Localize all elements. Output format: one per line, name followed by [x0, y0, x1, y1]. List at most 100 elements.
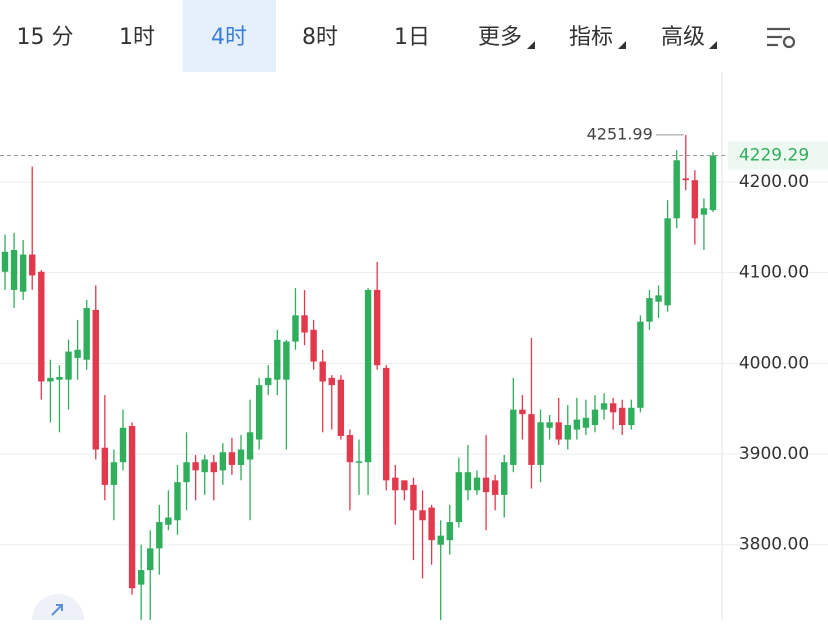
- tab[interactable]: 指标: [569, 25, 613, 50]
- plot-area: 3800.00 3900.00 4000.00 4100.00 4200.00 4251.…: [0, 124, 828, 620]
- candle-body: [346, 435, 354, 463]
- candle-body: [38, 271, 45, 382]
- candle-body: [174, 482, 181, 521]
- tab[interactable]: 高级: [661, 25, 705, 50]
- max-label: 4251.99: [587, 124, 653, 143]
- candle-body: [165, 517, 172, 525]
- tab[interactable]: 8时: [302, 25, 338, 50]
- tab[interactable]: 1日: [394, 25, 430, 50]
- candle-body: [637, 321, 644, 408]
- tab[interactable]: 1时: [119, 25, 155, 50]
- candle-body: [128, 425, 136, 589]
- candle-body: [609, 403, 617, 413]
- candle-body: [137, 570, 145, 585]
- candle-body: [147, 548, 154, 571]
- y-tick-label: 4000.00: [739, 353, 809, 373]
- candle-body: [319, 361, 326, 382]
- candle-body: [673, 160, 680, 219]
- candle-body: [482, 477, 490, 493]
- candle-body: [1, 251, 9, 272]
- candle-body: [501, 462, 508, 495]
- expand-button[interactable]: [32, 594, 84, 624]
- candle-body: [628, 407, 635, 426]
- candle-body: [528, 414, 535, 465]
- selected-tab-bg: [183, 0, 276, 72]
- dropdown-arrows: [527, 41, 717, 49]
- candle-body: [228, 452, 236, 465]
- candle-body: [283, 341, 290, 380]
- candle-body: [591, 409, 599, 426]
- candle-body: [619, 407, 626, 426]
- tab-bar: 15 分 1时 4时 8时 1日 更多 指标 高级: [17, 0, 705, 72]
- candle-body: [373, 289, 381, 366]
- candle-body: [65, 351, 72, 380]
- settings-icon[interactable]: [767, 27, 796, 49]
- candle-body: [428, 507, 435, 541]
- y-tick-label: 4100.00: [739, 263, 809, 283]
- candle-body: [265, 377, 272, 386]
- candle-body: [10, 250, 18, 290]
- candle-body: [510, 409, 517, 465]
- candle-body: [419, 510, 426, 521]
- candle-body: [192, 462, 199, 471]
- candle-body: [473, 477, 481, 491]
- candle-body: [682, 178, 689, 181]
- candle-body: [47, 377, 54, 382]
- candle-body: [301, 315, 308, 333]
- candle-body: [364, 289, 372, 463]
- candle-body: [201, 459, 208, 473]
- y-tick-label: 4200.00: [739, 172, 809, 192]
- expand-icon: [51, 604, 63, 616]
- candle-body: [700, 208, 708, 215]
- candle-body: [691, 180, 699, 219]
- candle-body: [646, 298, 653, 322]
- candle-body: [219, 452, 227, 471]
- candle-body: [274, 339, 281, 380]
- candle-body: [410, 484, 417, 511]
- candle-body: [537, 422, 544, 465]
- candle-body: [237, 449, 245, 465]
- candle-body: [392, 477, 399, 491]
- tab[interactable]: 15 分: [17, 25, 74, 50]
- candle-body: [337, 379, 345, 436]
- candle-body: [292, 315, 299, 342]
- tab[interactable]: 更多: [478, 25, 522, 50]
- y-tick-label: 3900.00: [739, 444, 809, 464]
- candle-body: [74, 349, 81, 358]
- candle-body: [655, 295, 662, 302]
- candle-body: [564, 425, 571, 440]
- candle-body: [19, 254, 27, 292]
- y-tick-label: 3800.00: [739, 535, 809, 555]
- candle-body: [328, 377, 335, 386]
- candle-body: [401, 480, 408, 491]
- toolbar: [0, 0, 828, 72]
- candle-body: [464, 472, 472, 491]
- candle-body: [310, 329, 317, 362]
- candle-body: [573, 419, 581, 430]
- candle-body: [119, 427, 127, 463]
- candle-body: [664, 218, 671, 306]
- candle-body: [455, 472, 463, 523]
- candle-body: [437, 535, 444, 545]
- candle-body: [183, 462, 190, 483]
- candle-body: [83, 308, 90, 360]
- candle-body: [255, 385, 263, 440]
- current-price-box: [728, 141, 828, 170]
- candle-body: [491, 480, 499, 495]
- candle-body: [446, 522, 453, 541]
- candle-body: [519, 409, 526, 415]
- candle-body: [156, 522, 163, 549]
- candle-body: [555, 422, 562, 440]
- tab[interactable]: 4时: [211, 25, 247, 50]
- candle-body: [582, 417, 590, 428]
- current-price-label: 4229.29: [739, 145, 809, 165]
- candle-body: [29, 254, 36, 276]
- candle-body: [355, 461, 363, 463]
- candle-body: [56, 376, 63, 380]
- candle-body: [600, 403, 608, 410]
- candle-body: [383, 367, 390, 481]
- candle-body: [110, 462, 118, 485]
- candle-body: [210, 462, 217, 473]
- candle-body: [709, 155, 717, 211]
- candle-body: [92, 309, 99, 450]
